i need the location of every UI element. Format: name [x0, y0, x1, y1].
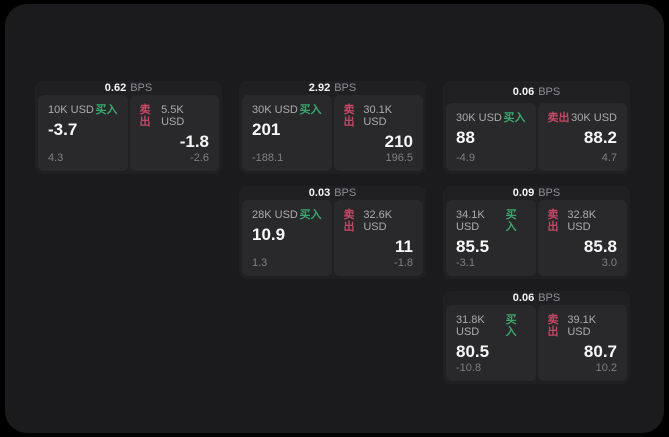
bps-header: 0.06 BPS [446, 291, 627, 305]
buy-amount: 30K USD [252, 104, 298, 116]
bps-unit: BPS [334, 82, 357, 94]
sell-price: -1.8 [179, 132, 209, 151]
buy-delta: -3.1 [456, 257, 475, 269]
buy-price: -3.7 [48, 120, 78, 139]
bps-header: 2.92 BPS [242, 81, 423, 95]
buy-amount: 31.8K USD [456, 314, 485, 338]
bps-value: 0.06 [512, 292, 535, 304]
bps-value: 0.62 [104, 82, 127, 94]
bps-value: 0.09 [512, 187, 535, 199]
buy-side-label: 买入 [505, 314, 517, 338]
sell-side-label: 卖出 [343, 104, 355, 128]
bps-value: 0.03 [308, 187, 331, 199]
bps-unit: BPS [538, 292, 561, 304]
sell-side-label: 卖出 [139, 104, 151, 128]
sell-panel[interactable]: 卖出 32.8K USD 85.8 3.0 [537, 200, 627, 276]
buy-side-label: 买入 [299, 209, 322, 221]
sell-side-label: 卖出 [343, 209, 355, 233]
sell-panel[interactable]: 卖出 32.6K USD 11 -1.8 [333, 200, 423, 276]
sell-delta: 196.5 [385, 152, 413, 164]
sell-price: 80.7 [583, 342, 617, 361]
quote-card: 0.03 BPS 28K USD 买入 10.9 1.3 卖出 32.6K US… [239, 186, 426, 279]
bps-header: 0.62 BPS [38, 81, 219, 95]
buy-price: 80.5 [456, 342, 490, 361]
bps-header: 0.06 BPS [446, 81, 627, 103]
sell-amount: 30K USD [571, 112, 617, 124]
sell-side-label: 卖出 [547, 112, 570, 124]
buy-side-label: 买入 [505, 209, 517, 233]
buy-price: 85.5 [456, 237, 490, 256]
buy-panel[interactable]: 28K USD 买入 10.9 1.3 [242, 200, 332, 276]
sell-delta: 4.7 [601, 152, 617, 164]
buy-panel[interactable]: 34.1K USD 买入 85.5 -3.1 [446, 200, 536, 276]
sell-panel[interactable]: 卖出 30K USD 88.2 4.7 [537, 103, 627, 171]
sell-price: 11 [395, 237, 413, 256]
buy-delta: -4.9 [456, 152, 475, 164]
bps-header: 0.03 BPS [242, 186, 423, 200]
sell-price: 210 [384, 132, 413, 151]
sell-delta: 10.2 [595, 362, 617, 374]
buy-panel[interactable]: 31.8K USD 买入 80.5 -10.8 [446, 305, 536, 381]
buy-panel[interactable]: 30K USD 买入 201 -188.1 [242, 95, 332, 171]
sell-amount: 30.1K USD [363, 104, 393, 128]
sell-price: 85.8 [583, 237, 617, 256]
buy-panel[interactable]: 10K USD 买入 -3.7 4.3 [38, 95, 128, 171]
sell-amount: 39.1K USD [567, 314, 597, 338]
buy-side-label: 买入 [503, 112, 526, 124]
sell-amount: 32.8K USD [567, 209, 597, 233]
quote-card: 0.62 BPS 10K USD 买入 -3.7 4.3 卖出 5.5K USD [35, 81, 222, 174]
sell-delta: -2.6 [190, 152, 209, 164]
app-surface: 0.62 BPS 10K USD 买入 -3.7 4.3 卖出 5.5K USD [5, 4, 664, 433]
buy-delta: 1.3 [252, 257, 268, 269]
sell-panel[interactable]: 卖出 5.5K USD -1.8 -2.6 [129, 95, 219, 171]
buy-price: 201 [252, 120, 281, 139]
quote-card: 2.92 BPS 30K USD 买入 201 -188.1 卖出 30.1K … [239, 81, 426, 174]
sell-delta: 3.0 [601, 257, 617, 269]
buy-delta: -10.8 [456, 362, 482, 374]
buy-amount: 10K USD [48, 104, 94, 116]
bps-value: 2.92 [308, 82, 331, 94]
sell-price: 88.2 [583, 128, 617, 147]
buy-side-label: 买入 [299, 104, 322, 116]
buy-amount: 34.1K USD [456, 209, 485, 233]
sell-side-label: 卖出 [547, 314, 559, 338]
quote-card: 0.06 BPS 30K USD 买入 88 -4.9 卖出 30K USD [443, 81, 630, 174]
bps-unit: BPS [130, 82, 153, 94]
quote-cards-grid: 0.62 BPS 10K USD 买入 -3.7 4.3 卖出 5.5K USD [35, 81, 630, 384]
bps-value: 0.06 [512, 86, 535, 98]
buy-amount: 28K USD [252, 209, 298, 221]
bps-header: 0.09 BPS [446, 186, 627, 200]
bps-unit: BPS [334, 187, 357, 199]
buy-side-label: 买入 [95, 104, 118, 116]
sell-amount: 5.5K USD [161, 104, 185, 128]
sell-delta: -1.8 [394, 257, 413, 269]
sell-amount: 32.6K USD [363, 209, 393, 233]
buy-price: 10.9 [252, 225, 286, 244]
sell-panel[interactable]: 卖出 39.1K USD 80.7 10.2 [537, 305, 627, 381]
sell-panel[interactable]: 卖出 30.1K USD 210 196.5 [333, 95, 423, 171]
bps-unit: BPS [538, 86, 561, 98]
buy-price: 88 [456, 128, 475, 147]
quote-card: 0.09 BPS 34.1K USD 买入 85.5 -3.1 卖出 32.8K… [443, 186, 630, 279]
sell-side-label: 卖出 [547, 209, 559, 233]
buy-panel[interactable]: 30K USD 买入 88 -4.9 [446, 103, 536, 171]
bps-unit: BPS [538, 187, 561, 199]
quote-card: 0.06 BPS 31.8K USD 买入 80.5 -10.8 卖出 39.1… [443, 291, 630, 384]
buy-delta: -188.1 [252, 152, 284, 164]
buy-amount: 30K USD [456, 112, 502, 124]
buy-delta: 4.3 [48, 152, 64, 164]
